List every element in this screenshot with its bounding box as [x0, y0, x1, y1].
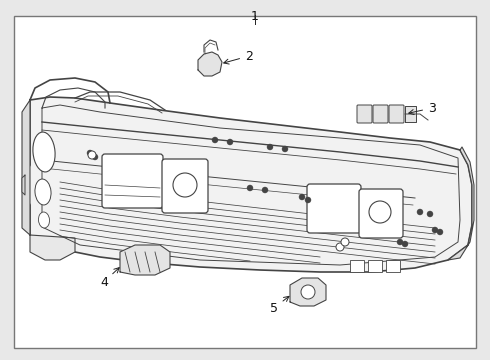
Polygon shape	[30, 235, 75, 260]
Circle shape	[417, 209, 423, 215]
FancyBboxPatch shape	[307, 184, 361, 233]
Polygon shape	[22, 100, 30, 235]
Circle shape	[336, 243, 344, 251]
Circle shape	[212, 137, 218, 143]
Circle shape	[341, 238, 349, 246]
Polygon shape	[405, 106, 416, 122]
Circle shape	[427, 211, 433, 217]
Circle shape	[437, 229, 443, 235]
Bar	[386, 260, 400, 272]
Polygon shape	[448, 147, 474, 260]
Text: 4: 4	[100, 267, 119, 288]
Bar	[368, 260, 382, 272]
FancyBboxPatch shape	[359, 189, 403, 238]
Circle shape	[305, 197, 311, 203]
FancyBboxPatch shape	[102, 154, 163, 208]
FancyBboxPatch shape	[389, 105, 404, 123]
Polygon shape	[22, 175, 25, 195]
Circle shape	[262, 187, 268, 193]
Circle shape	[92, 154, 98, 160]
Circle shape	[432, 227, 438, 233]
Circle shape	[173, 173, 197, 197]
Circle shape	[402, 241, 408, 247]
Circle shape	[267, 144, 273, 150]
Text: 3: 3	[409, 102, 436, 114]
FancyBboxPatch shape	[373, 105, 388, 123]
Circle shape	[397, 239, 403, 245]
Text: 5: 5	[270, 296, 289, 315]
Ellipse shape	[39, 212, 49, 228]
Circle shape	[87, 150, 93, 156]
Text: 2: 2	[224, 50, 253, 64]
Polygon shape	[290, 278, 326, 306]
FancyBboxPatch shape	[162, 159, 208, 213]
Polygon shape	[120, 245, 170, 275]
Circle shape	[247, 185, 253, 191]
Circle shape	[301, 285, 315, 299]
Circle shape	[299, 194, 305, 200]
Text: 1: 1	[251, 10, 259, 23]
Circle shape	[282, 146, 288, 152]
Polygon shape	[198, 52, 222, 76]
Circle shape	[227, 139, 233, 145]
Ellipse shape	[33, 132, 55, 172]
FancyBboxPatch shape	[357, 105, 372, 123]
Polygon shape	[25, 97, 472, 272]
Bar	[350, 260, 364, 272]
Circle shape	[88, 151, 96, 159]
Ellipse shape	[35, 179, 51, 205]
Circle shape	[369, 201, 391, 223]
